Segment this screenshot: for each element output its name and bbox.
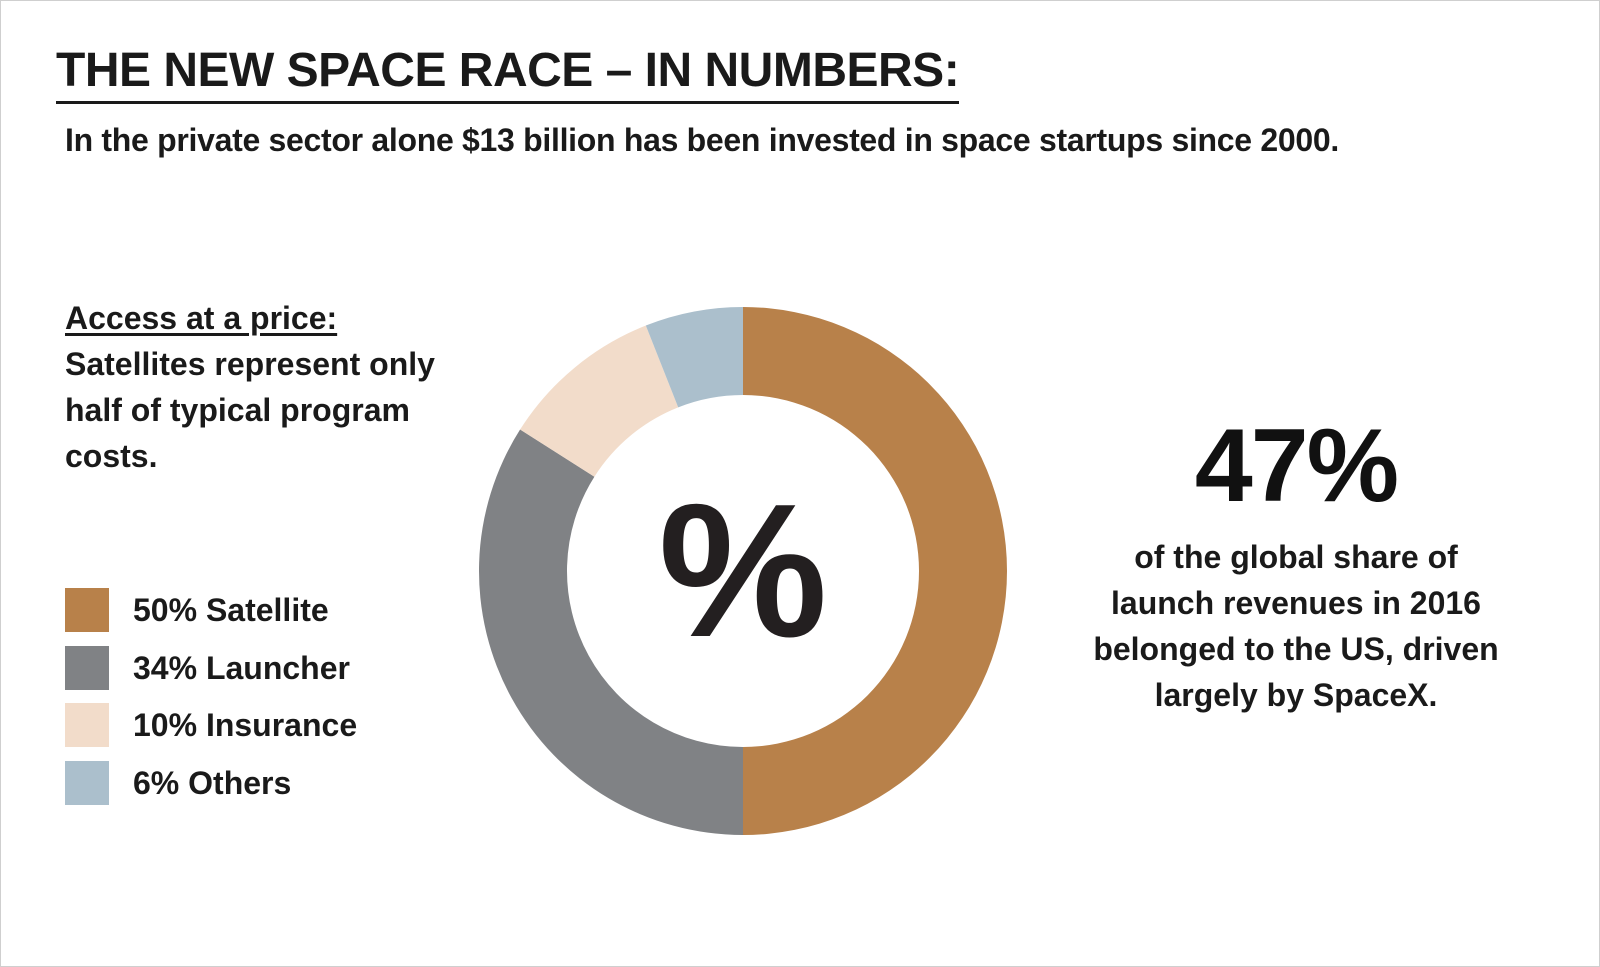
stat-value: 47%: [1194, 408, 1399, 524]
donut-svg: [479, 307, 1007, 835]
page-title: THE NEW SPACE RACE – IN NUMBERS:: [56, 41, 960, 104]
access-heading: Access at a price:: [65, 300, 338, 336]
legend-label: 6% Others: [133, 764, 292, 801]
access-body: Satellites represent only half of typica…: [65, 346, 435, 474]
donut-slice-others: [645, 307, 743, 408]
legend-swatch: [65, 703, 109, 747]
legend-label: 10% Insurance: [133, 707, 358, 743]
legend-label: 34% Launcher: [133, 649, 350, 686]
legend-swatch: [65, 645, 109, 690]
donut-slice-satellite: [743, 307, 1007, 835]
page-subtitle: In the private sector alone $13 billion …: [65, 122, 1339, 158]
stat-block: 47% of the global share of launch revenu…: [1081, 406, 1511, 718]
legend-swatch: [65, 760, 109, 805]
donut-chart: %: [471, 299, 1015, 843]
legend-label: 50% Satellite: [133, 592, 329, 628]
legend-swatch: [65, 588, 109, 632]
donut-slice-launcher: [479, 429, 743, 835]
stat-caption: of the global share of launch revenues i…: [1093, 539, 1499, 713]
access-note: Access at a price: Satellites represent …: [65, 295, 465, 479]
donut-slice-insurance: [520, 325, 679, 477]
